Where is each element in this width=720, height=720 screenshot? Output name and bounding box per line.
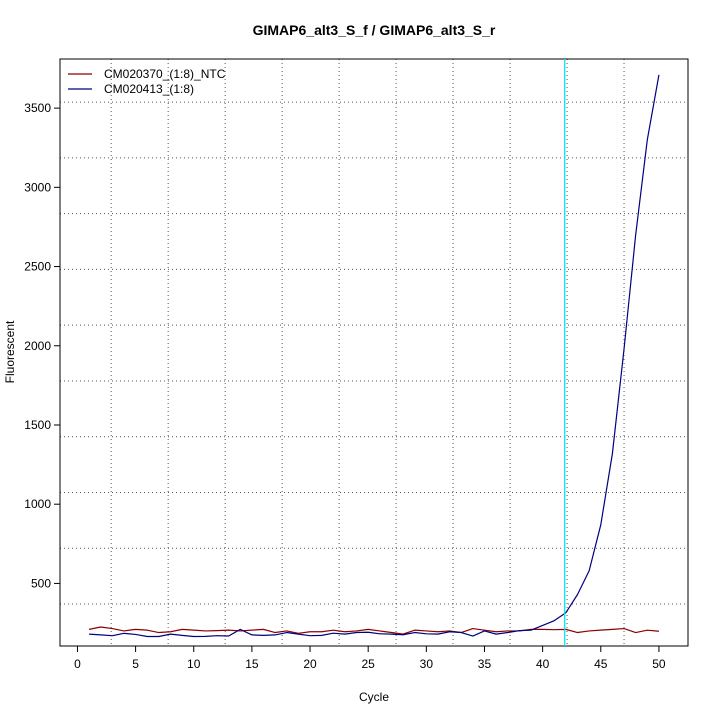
y-tick-label: 500 (31, 576, 51, 590)
series-line-1 (88, 626, 659, 635)
series-line-2 (89, 74, 660, 638)
y-tick-label: 1000 (24, 497, 51, 511)
y-tick-label: 3500 (24, 101, 51, 115)
grid (60, 59, 688, 646)
x-tick-label: 0 (74, 657, 81, 671)
x-tick-label: 40 (536, 657, 550, 671)
x-tick-label: 10 (187, 657, 201, 671)
series (88, 74, 660, 638)
x-axis-label: Cycle (359, 690, 389, 704)
x-tick-label: 30 (420, 657, 434, 671)
legend-label-1: CM020370_(1:8)_NTC (104, 67, 226, 81)
y-axis-label: Fluorescent (3, 320, 17, 383)
x-tick-label: 25 (362, 657, 376, 671)
x-tick-label: 5 (132, 657, 139, 671)
chart-title: GIMAP6_alt3_S_f / GIMAP6_alt3_S_r (253, 22, 496, 38)
y-tick-label: 2000 (24, 339, 51, 353)
y-tick-label: 2500 (24, 260, 51, 274)
x-tick-label: 45 (594, 657, 608, 671)
y-axis: 500 1000 1500 2000 2500 3000 3500 (24, 101, 60, 590)
x-tick-label: 20 (303, 657, 317, 671)
x-tick-label: 50 (652, 657, 666, 671)
x-tick-label: 15 (245, 657, 259, 671)
plot-frame (59, 58, 689, 647)
y-tick-label: 3000 (24, 180, 51, 194)
x-axis: 0 5 10 15 20 25 30 35 40 45 50 (74, 646, 666, 671)
x-tick-label: 35 (478, 657, 492, 671)
y-tick-label: 1500 (24, 418, 51, 432)
legend-label-2: CM020413_(1:8) (104, 82, 194, 96)
